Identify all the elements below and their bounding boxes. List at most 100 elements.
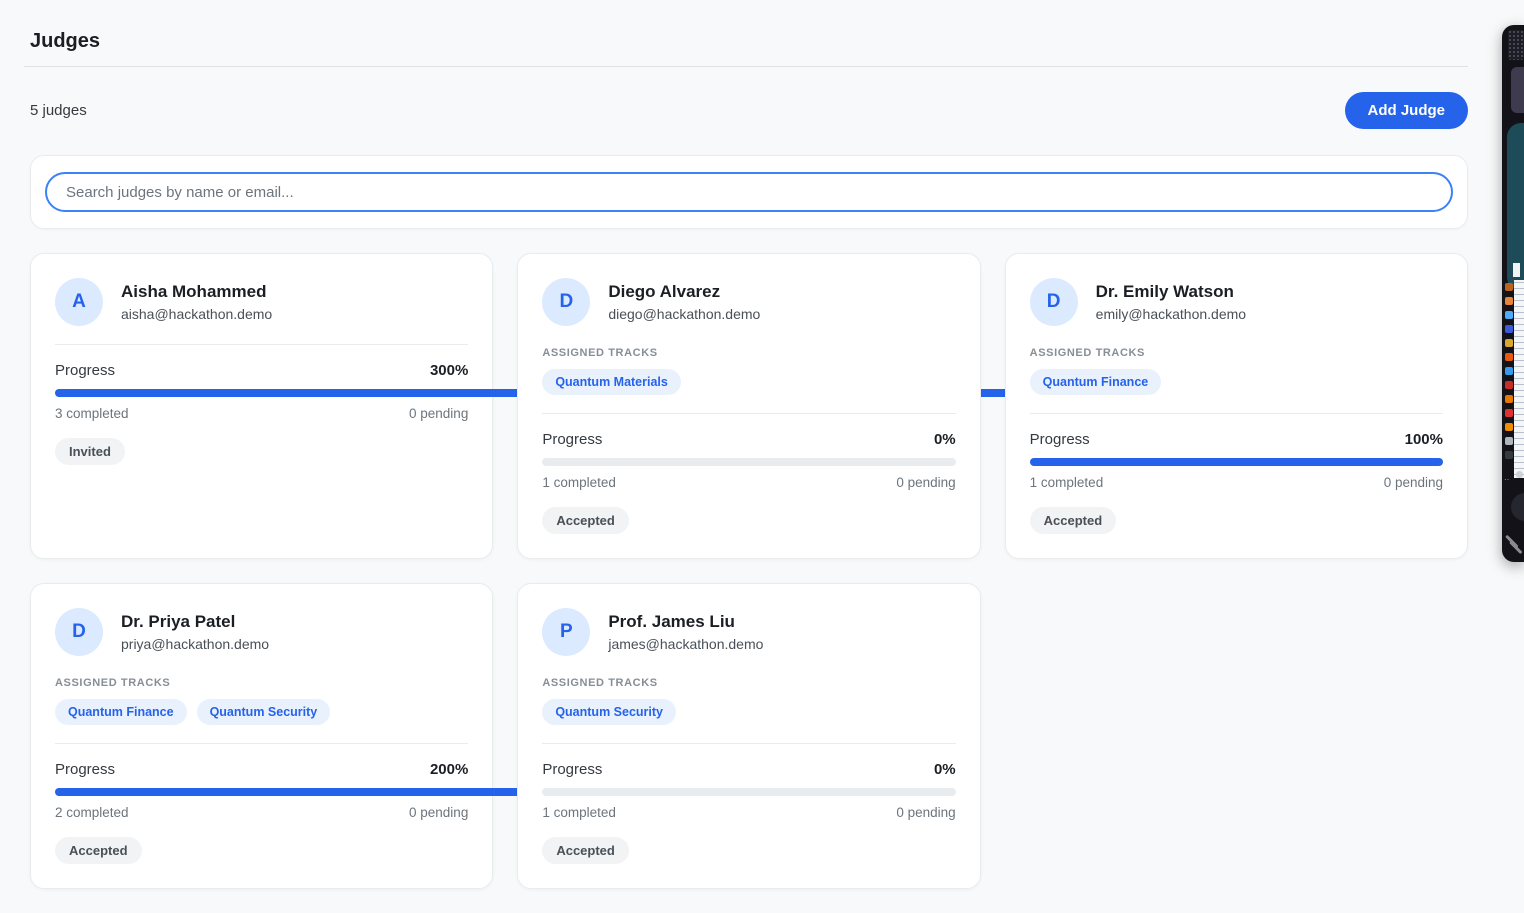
avatar-circle-thumbnail bbox=[1511, 493, 1524, 521]
judge-name: Prof. James Liu bbox=[608, 612, 735, 631]
status-badge: Accepted bbox=[55, 837, 142, 864]
assigned-tracks-label: ASSIGNED TRACKS bbox=[55, 677, 171, 689]
judge-email: diego@hackathon.demo bbox=[608, 306, 761, 322]
avatar: D bbox=[55, 608, 103, 656]
status-badge: Accepted bbox=[1029, 507, 1117, 534]
status-badge-row: Accepted bbox=[55, 837, 468, 864]
dock-app-icon bbox=[1505, 409, 1513, 417]
progress-label: Progress bbox=[55, 362, 116, 379]
avatar-initial: D bbox=[1046, 291, 1061, 312]
status-badge-row: Accepted bbox=[542, 837, 955, 864]
progress-row: Progress 0% bbox=[542, 761, 955, 778]
judge-name: Dr. Emily Watson bbox=[1095, 282, 1234, 301]
pending-count: 0 pending bbox=[409, 805, 469, 820]
track-chip: Quantum Security bbox=[196, 699, 331, 725]
progress-track bbox=[542, 458, 956, 466]
progress-counts: 1 completed 0 pending bbox=[1030, 475, 1443, 490]
progress-counts: 3 completed 0 pending bbox=[55, 406, 468, 421]
dock-app-icon bbox=[1505, 325, 1513, 333]
judge-card: D Dr. Emily Watson emily@hackathon.demo … bbox=[1004, 253, 1468, 559]
judge-card: D Diego Alvarez diego@hackathon.demo ASS… bbox=[517, 253, 981, 559]
assigned-tracks-section: ASSIGNED TRACKS Quantum Finance Quantum S… bbox=[55, 677, 468, 725]
dock-app-icon bbox=[1505, 353, 1513, 361]
progress-fill bbox=[55, 788, 882, 796]
avatar: D bbox=[1029, 278, 1078, 326]
pending-count: 0 pending bbox=[1383, 475, 1443, 490]
judge-email: aisha@hackathon.demo bbox=[121, 306, 273, 322]
judges-grid: A Aisha Mohammed aisha@hackathon.demo Pr… bbox=[30, 253, 1468, 889]
progress-label: Progress bbox=[542, 761, 603, 778]
dock-app-icon bbox=[1505, 367, 1513, 375]
avatar: A bbox=[55, 278, 103, 326]
judge-card: D Dr. Priya Patel priya@hackathon.demo A… bbox=[30, 583, 882, 889]
dock-app-icon bbox=[1505, 339, 1513, 347]
status-badge-row: Accepted bbox=[542, 507, 955, 534]
progress-track bbox=[1029, 458, 1443, 466]
search-input[interactable] bbox=[45, 172, 1453, 212]
white-window-mark bbox=[1513, 263, 1520, 277]
judge-card-header: D Diego Alvarez diego@hackathon.demo bbox=[542, 278, 955, 326]
track-chip-list: Quantum Materials bbox=[542, 369, 955, 395]
content-strip bbox=[1514, 280, 1524, 478]
dock-app-icon bbox=[1505, 381, 1513, 389]
judge-identity: Diego Alvarez diego@hackathon.demo bbox=[608, 282, 760, 322]
track-chip: Quantum Security bbox=[542, 699, 676, 725]
completed-count: 1 completed bbox=[542, 475, 616, 490]
judge-email: james@hackathon.demo bbox=[608, 636, 764, 652]
judge-name: Aisha Mohammed bbox=[121, 282, 267, 301]
judge-card: P Prof. James Liu james@hackathon.demo A… bbox=[517, 583, 981, 889]
judge-card-header: D Dr. Priya Patel priya@hackathon.demo bbox=[55, 608, 468, 656]
dots-grid-icon bbox=[1508, 30, 1524, 60]
screen-preview-thumbnail[interactable]: ‥ bbox=[1502, 25, 1524, 562]
track-chip: Quantum Finance bbox=[55, 699, 187, 725]
pending-count: 0 pending bbox=[896, 475, 956, 490]
progress-value: 200% bbox=[429, 761, 469, 778]
card-divider bbox=[1029, 413, 1443, 414]
completed-count: 3 completed bbox=[55, 406, 129, 421]
window-thumbnail bbox=[1511, 67, 1524, 113]
judge-card: A Aisha Mohammed aisha@hackathon.demo Pr… bbox=[30, 253, 1295, 559]
avatar-initial: A bbox=[72, 291, 86, 312]
judge-email: emily@hackathon.demo bbox=[1095, 306, 1247, 322]
judges-page: Judges 5 judges Add Judge A Aisha Mohamm… bbox=[24, 30, 1468, 889]
judge-identity: Prof. James Liu james@hackathon.demo bbox=[608, 612, 763, 652]
avatar: D bbox=[542, 278, 591, 326]
progress-row: Progress 300% bbox=[55, 362, 468, 379]
progress-counts: 2 completed 0 pending bbox=[55, 805, 468, 820]
track-chip-list: Quantum Security bbox=[542, 699, 955, 725]
gear-icon bbox=[1516, 471, 1523, 478]
avatar: P bbox=[542, 608, 591, 656]
search-card bbox=[30, 155, 1468, 229]
card-divider bbox=[542, 413, 956, 414]
assigned-tracks-label: ASSIGNED TRACKS bbox=[542, 347, 658, 359]
avatar-initial: D bbox=[559, 291, 574, 312]
progress-value: 300% bbox=[429, 362, 469, 379]
title-divider bbox=[24, 66, 1468, 67]
progress-label: Progress bbox=[542, 431, 603, 448]
completed-count: 2 completed bbox=[55, 805, 129, 820]
dock-app-icon bbox=[1505, 297, 1513, 305]
pending-count: 0 pending bbox=[896, 805, 956, 820]
progress-counts: 1 completed 0 pending bbox=[542, 805, 955, 820]
progress-value: 0% bbox=[933, 431, 956, 448]
judge-email: priya@hackathon.demo bbox=[121, 636, 270, 652]
assigned-tracks-section: ASSIGNED TRACKS Quantum Security bbox=[542, 677, 955, 725]
assigned-tracks-section: ASSIGNED TRACKS Quantum Materials bbox=[542, 347, 955, 395]
dock-app-icon bbox=[1505, 423, 1513, 431]
avatar-initial: D bbox=[72, 621, 86, 642]
judge-count: 5 judges bbox=[30, 102, 87, 119]
status-badge-row: Invited bbox=[55, 438, 468, 465]
judge-identity: Dr. Emily Watson emily@hackathon.demo bbox=[1096, 282, 1246, 322]
judge-card-header: D Dr. Emily Watson emily@hackathon.demo bbox=[1029, 278, 1443, 326]
status-badge-row: Accepted bbox=[1029, 507, 1443, 534]
judge-identity: Aisha Mohammed aisha@hackathon.demo bbox=[121, 282, 272, 322]
page-title: Judges bbox=[30, 30, 101, 52]
progress-row: Progress 200% bbox=[55, 761, 468, 778]
teal-window-thumbnail bbox=[1507, 123, 1524, 291]
status-badge: Accepted bbox=[542, 507, 629, 534]
add-judge-button[interactable]: Add Judge bbox=[1344, 92, 1468, 129]
judge-card-header: P Prof. James Liu james@hackathon.demo bbox=[542, 608, 955, 656]
dock-app-icon bbox=[1505, 451, 1513, 459]
progress-fill bbox=[1029, 458, 1443, 466]
completed-count: 1 completed bbox=[1029, 475, 1104, 490]
